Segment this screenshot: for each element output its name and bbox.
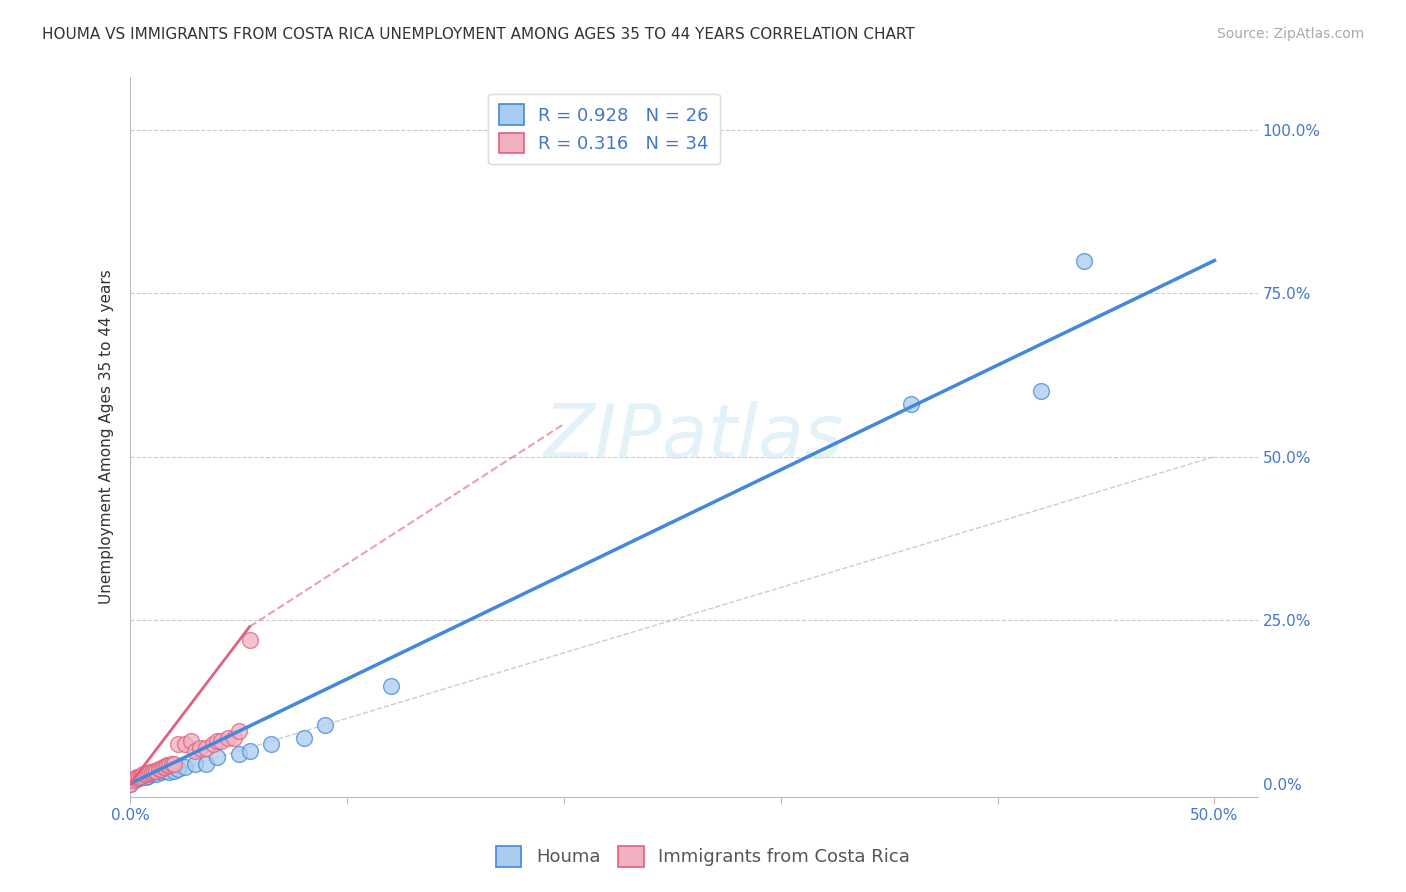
Point (184, 756, 207, 771)
Point (228, 747, 250, 761)
Point (195, 740, 218, 755)
Point (120, 776, 142, 790)
Point (149, 764, 172, 779)
Point (184, 744, 207, 758)
Point (156, 758, 179, 772)
Point (134, 766, 156, 780)
Point (132, 767, 155, 781)
Point (163, 764, 186, 778)
Point (134, 770, 156, 784)
Point (201, 737, 224, 751)
Point (180, 734, 202, 748)
Legend: R = 0.928   N = 26, R = 0.316   N = 34: R = 0.928 N = 26, R = 0.316 N = 34 (488, 94, 720, 164)
Text: Source: ZipAtlas.com: Source: ZipAtlas.com (1216, 27, 1364, 41)
Point (143, 764, 166, 778)
Point (148, 762, 170, 776)
Point (314, 718, 336, 732)
Point (239, 632, 262, 647)
Point (163, 756, 186, 771)
Point (217, 731, 239, 745)
Point (128, 770, 150, 784)
Point (157, 764, 180, 779)
Point (167, 762, 190, 776)
Point (195, 756, 218, 771)
Point (1029, 384, 1052, 399)
Point (149, 762, 172, 776)
Point (153, 759, 176, 773)
Point (136, 766, 159, 780)
Point (224, 731, 246, 745)
Point (153, 764, 176, 778)
Point (160, 756, 183, 771)
Point (205, 734, 228, 748)
Y-axis label: Unemployment Among Ages 35 to 44 years: Unemployment Among Ages 35 to 44 years (100, 269, 114, 605)
Point (136, 769, 159, 783)
Point (121, 773, 143, 788)
Point (141, 766, 163, 780)
Point (128, 772, 150, 786)
Point (205, 750, 228, 764)
Point (239, 744, 262, 758)
Point (173, 737, 195, 751)
Point (129, 769, 152, 783)
Point (292, 731, 315, 745)
Point (139, 764, 162, 779)
Point (209, 734, 232, 748)
Point (380, 679, 402, 693)
Point (145, 764, 167, 778)
Point (900, 397, 922, 411)
Text: ZIPatlas: ZIPatlas (544, 401, 844, 473)
Point (129, 770, 152, 784)
Legend: Houma, Immigrants from Costa Rica: Houma, Immigrants from Costa Rica (489, 838, 917, 874)
Point (124, 773, 146, 788)
Point (167, 737, 190, 751)
Point (145, 766, 167, 780)
Point (152, 760, 174, 774)
Point (260, 737, 283, 751)
Point (188, 740, 211, 755)
Point (125, 770, 148, 784)
Point (120, 776, 142, 790)
Point (228, 724, 250, 739)
Text: HOUMA VS IMMIGRANTS FROM COSTA RICA UNEMPLOYMENT AMONG AGES 35 TO 44 YEARS CORRE: HOUMA VS IMMIGRANTS FROM COSTA RICA UNEM… (42, 27, 915, 42)
Point (173, 760, 195, 774)
Point (124, 772, 146, 786)
Point (1073, 253, 1095, 268)
Point (157, 758, 180, 772)
Point (141, 764, 163, 779)
